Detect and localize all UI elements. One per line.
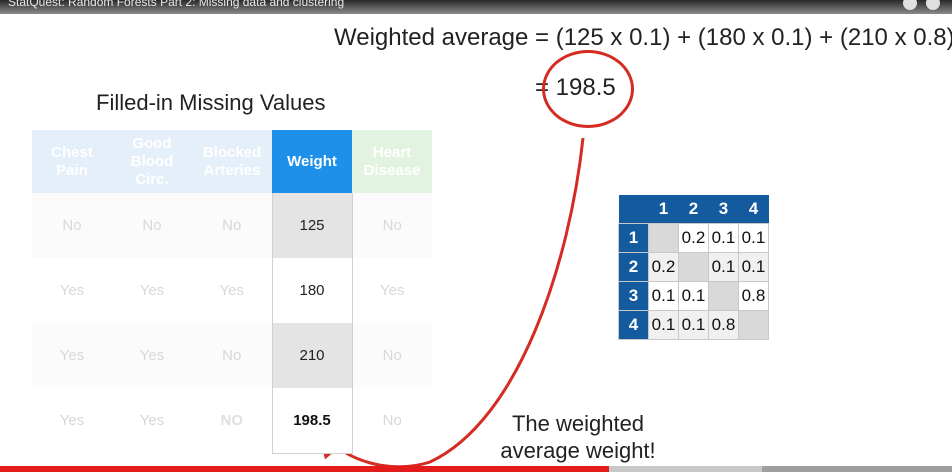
matrix-cell: 0.1 [738, 252, 769, 282]
matrix-cell [648, 223, 679, 253]
cell-good-blood-circ: Yes [112, 258, 192, 323]
matrix-row-header: 1 [618, 223, 649, 253]
arrow-path [317, 137, 585, 469]
matrix-row: 4 0.1 0.1 0.8 [618, 310, 769, 340]
filled-values-table: Chest Pain Good Blood Circ. Blocked Arte… [32, 130, 432, 454]
matrix-col-header: 4 [738, 195, 769, 224]
cell-heart-disease: No [352, 193, 432, 258]
cell-heart-disease: No [352, 323, 432, 388]
cell-heart-disease: Yes [352, 258, 432, 323]
cell-chest-pain: Yes [32, 388, 112, 454]
cell-chest-pain: Yes [32, 258, 112, 323]
cell-blocked-arteries: No [192, 193, 272, 258]
matrix-cell: 0.8 [708, 310, 739, 340]
matrix-col-header: 3 [708, 195, 739, 224]
table-header-row: Chest Pain Good Blood Circ. Blocked Arte… [32, 130, 432, 193]
result-highlight-circle [542, 50, 634, 128]
header-blocked-arteries: Blocked Arteries [192, 130, 272, 193]
matrix-cell: 0.8 [738, 281, 769, 311]
matrix-header-row: 1 2 3 4 [618, 195, 769, 224]
matrix-cell [738, 310, 769, 340]
cell-weight: 180 [271, 258, 353, 323]
matrix-col-header: 1 [648, 195, 679, 224]
matrix-col-header: 2 [678, 195, 709, 224]
header-chest-pain: Chest Pain [32, 130, 112, 193]
matrix-cell: 0.2 [648, 252, 679, 282]
table-title: Filled-in Missing Values [96, 90, 326, 115]
matrix-cell: 0.1 [678, 281, 709, 311]
table-row: No No No 125 No [32, 193, 432, 258]
table-row: Yes Yes NO 198.5 No [32, 388, 432, 454]
matrix-row-header: 2 [618, 252, 649, 282]
table-row: Yes Yes No 210 No [32, 323, 432, 388]
header-good-blood-circ: Good Blood Circ. [112, 130, 192, 193]
matrix-row-header: 3 [618, 281, 649, 311]
matrix-cell [678, 252, 709, 282]
matrix-cell: 0.1 [648, 281, 679, 311]
matrix-row-header: 4 [618, 310, 649, 340]
matrix-row: 3 0.1 0.1 0.8 [618, 281, 769, 311]
watch-later-icon[interactable] [902, 0, 917, 10]
video-progress-bar[interactable] [0, 466, 952, 472]
progress-buffer [609, 466, 762, 472]
matrix-cell: 0.1 [738, 223, 769, 253]
cell-good-blood-circ: Yes [112, 323, 192, 388]
cell-weight: 210 [271, 323, 353, 388]
video-top-overlay: StatQuest: Random Forests Part 2: Missin… [0, 0, 952, 14]
cell-blocked-arteries: Yes [192, 258, 272, 323]
cell-weight-filled: 198.5 [271, 388, 353, 454]
matrix-cell: 0.1 [678, 310, 709, 340]
cell-heart-disease: No [352, 388, 432, 454]
table-row: Yes Yes Yes 180 Yes [32, 258, 432, 323]
cell-chest-pain: No [32, 193, 112, 258]
weighted-average-formula: Weighted average = (125 x 0.1) + (180 x … [334, 24, 952, 51]
progress-played [0, 466, 610, 472]
matrix-cell: 0.1 [648, 310, 679, 340]
cell-good-blood-circ: Yes [112, 388, 192, 454]
matrix-cell: 0.2 [678, 223, 709, 253]
note-line-2: average weight! [500, 438, 656, 463]
top-controls[interactable] [897, 0, 940, 13]
note-line-1: The weighted [511, 411, 645, 436]
cell-blocked-arteries: No [192, 323, 272, 388]
matrix-row: 2 0.2 0.1 0.1 [618, 252, 769, 282]
matrix-corner [618, 195, 649, 224]
matrix-cell: 0.1 [708, 223, 739, 253]
proximity-matrix: 1 2 3 4 1 0.2 0.1 0.1 2 0.2 0.1 0.1 3 0.… [618, 195, 769, 340]
video-title[interactable]: StatQuest: Random Forests Part 2: Missin… [8, 0, 345, 9]
matrix-row: 1 0.2 0.1 0.1 [618, 223, 769, 253]
header-weight: Weight [272, 130, 352, 193]
header-heart-disease: Heart Disease [352, 130, 432, 193]
cell-good-blood-circ: No [112, 193, 192, 258]
matrix-cell: 0.1 [708, 252, 739, 282]
cell-chest-pain: Yes [32, 323, 112, 388]
share-icon[interactable] [926, 0, 940, 10]
matrix-cell [708, 281, 739, 311]
cell-weight: 125 [271, 193, 353, 258]
cell-blocked-arteries: NO [192, 388, 272, 454]
weighted-average-note: The weighted average weight! [488, 410, 668, 464]
